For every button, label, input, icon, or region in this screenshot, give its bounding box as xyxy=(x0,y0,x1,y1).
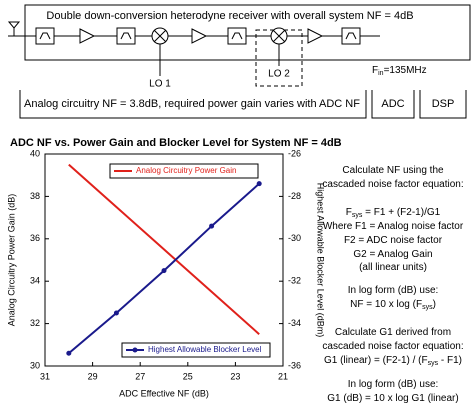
text-run: (all linear units) xyxy=(359,262,427,273)
y-tick-label: 36 xyxy=(30,233,40,243)
x-tick-label: 21 xyxy=(278,371,288,381)
block-diagram: Double down-conversion heterodyne receiv… xyxy=(7,4,471,119)
notes: Calculate NF using the cascaded noise fac… xyxy=(322,165,463,404)
text-run: F xyxy=(346,207,352,218)
y-axis-label: Analog Circuitry Power Gain (dB) xyxy=(6,194,16,327)
text-run: =135MHz xyxy=(384,65,427,76)
subscript: sys xyxy=(428,360,439,367)
plot-frame xyxy=(44,153,284,367)
note-line: Calculate NF using the xyxy=(342,165,444,176)
chart-title: ADC NF vs. Power Gain and Blocker Level … xyxy=(10,137,342,149)
legend-label: Highest Allowable Blocker Level xyxy=(148,345,262,354)
y2-tick-label: -30 xyxy=(288,233,301,243)
filter xyxy=(116,27,136,45)
x-tick-label: 27 xyxy=(135,371,145,381)
filter xyxy=(227,27,247,45)
lo2-label: LO 2 xyxy=(268,69,290,80)
text-run: F2 = ADC noise factor xyxy=(344,235,443,246)
note-line: In log form (dB) use: xyxy=(348,379,439,390)
filter-icon xyxy=(231,32,243,40)
note-line: cascaded noise factor equation: xyxy=(322,341,463,352)
filter xyxy=(35,27,55,45)
filter-icon xyxy=(39,32,51,40)
text-run: ) xyxy=(433,299,436,310)
subscript: in xyxy=(378,70,384,77)
y2-tick-label: -28 xyxy=(288,191,301,201)
x-axis-label: ADC Effective NF (dB) xyxy=(119,388,209,398)
fin-label: Fin=135MHz xyxy=(372,65,427,78)
text-run: Calculate G1 derived from xyxy=(335,327,451,338)
chart: 31 29 27 25 23 21 30 32 34 36 38 40 -26 -28 -30 -32 -34 -… xyxy=(30,148,301,381)
note-line: Calculate G1 derived from xyxy=(335,327,451,338)
x-tick-label: 29 xyxy=(88,371,98,381)
y2-tick-label: -34 xyxy=(288,318,301,328)
amplifier xyxy=(79,28,96,44)
brackets xyxy=(19,90,467,119)
y-tick-label: 38 xyxy=(30,191,40,201)
note-line: In log form (dB) use: xyxy=(348,285,439,296)
diagram-frame xyxy=(24,4,471,61)
note-line: G1 (dB) = 10 x log G1 (linear) xyxy=(327,393,458,404)
adc-label: ADC xyxy=(381,98,404,110)
subscript: sys xyxy=(422,304,433,311)
note-line: NF = 10 x log (Fsys) xyxy=(350,299,436,312)
text-run: Calculate NF using the xyxy=(342,165,444,176)
note-line: Where F1 = Analog noise factor xyxy=(323,221,464,232)
text-run: Where F1 = Analog noise factor xyxy=(323,221,464,232)
y2-tick-label: -32 xyxy=(288,276,301,286)
y2-tick-label: -36 xyxy=(288,360,301,370)
text-run: G2 = Analog Gain xyxy=(353,249,432,260)
text-run: G1 (dB) = 10 x log G1 (linear) xyxy=(327,393,458,404)
x-tick-label: 25 xyxy=(183,371,193,381)
text-run: In log form (dB) use: xyxy=(348,285,439,296)
analog-label: Analog circuitry NF = 3.8dB, required po… xyxy=(24,98,360,110)
marker xyxy=(161,268,167,274)
text-run: NF = 10 x log (F xyxy=(350,299,422,310)
text-run: - F1) xyxy=(438,355,462,366)
x-tick-label: 31 xyxy=(40,371,50,381)
legend-marker xyxy=(132,347,138,353)
marker xyxy=(256,181,262,187)
marker xyxy=(66,350,72,356)
dsp-label: DSP xyxy=(432,98,455,110)
series-line xyxy=(68,163,260,335)
x-tick-label: 23 xyxy=(230,371,240,381)
note-line: (all linear units) xyxy=(359,262,427,273)
note-line: Fsys = F1 + (F2-1)/G1 xyxy=(346,207,441,220)
legend-label: Analog Circuitry Power Gain xyxy=(136,166,236,175)
text-run: cascaded noise factor equation: xyxy=(322,179,463,190)
legend-box xyxy=(109,163,259,179)
note-line: G1 (linear) = (F2-1) / (Fsys - F1) xyxy=(324,355,462,368)
note-line: G2 = Analog Gain xyxy=(353,249,432,260)
filter-icon xyxy=(120,32,132,40)
lo1-label: LO 1 xyxy=(149,79,171,90)
mixer-icon xyxy=(272,29,286,66)
amplifier xyxy=(191,28,208,44)
filter xyxy=(341,27,361,45)
y2-tick-label: -26 xyxy=(288,148,301,158)
marker xyxy=(209,223,215,229)
text-run: G1 (linear) = (F2-1) / (F xyxy=(324,355,428,366)
y-tick-label: 30 xyxy=(30,360,40,370)
text-run: In log form (dB) use: xyxy=(348,379,439,390)
subscript: sys xyxy=(352,212,363,219)
amplifier xyxy=(307,28,324,44)
note-line: F2 = ADC noise factor xyxy=(344,235,443,246)
y-tick-label: 32 xyxy=(30,318,40,328)
mixer-icon xyxy=(153,29,167,76)
text-run: F xyxy=(372,65,378,76)
y2-axis-label: Highest Allowable Blocker Level (dBm) xyxy=(316,183,326,338)
diagram-title: Double down-conversion heterodyne receiv… xyxy=(46,10,413,22)
note-line: cascaded noise factor equation: xyxy=(322,179,463,190)
y-tick-label: 40 xyxy=(30,148,40,158)
text-run: = F1 + (F2-1)/G1 xyxy=(362,207,440,218)
legend-box xyxy=(121,342,271,358)
marker xyxy=(113,310,119,316)
text-run: cascaded noise factor equation: xyxy=(322,341,463,352)
filter-icon xyxy=(345,32,357,40)
y-tick-label: 34 xyxy=(30,276,40,286)
